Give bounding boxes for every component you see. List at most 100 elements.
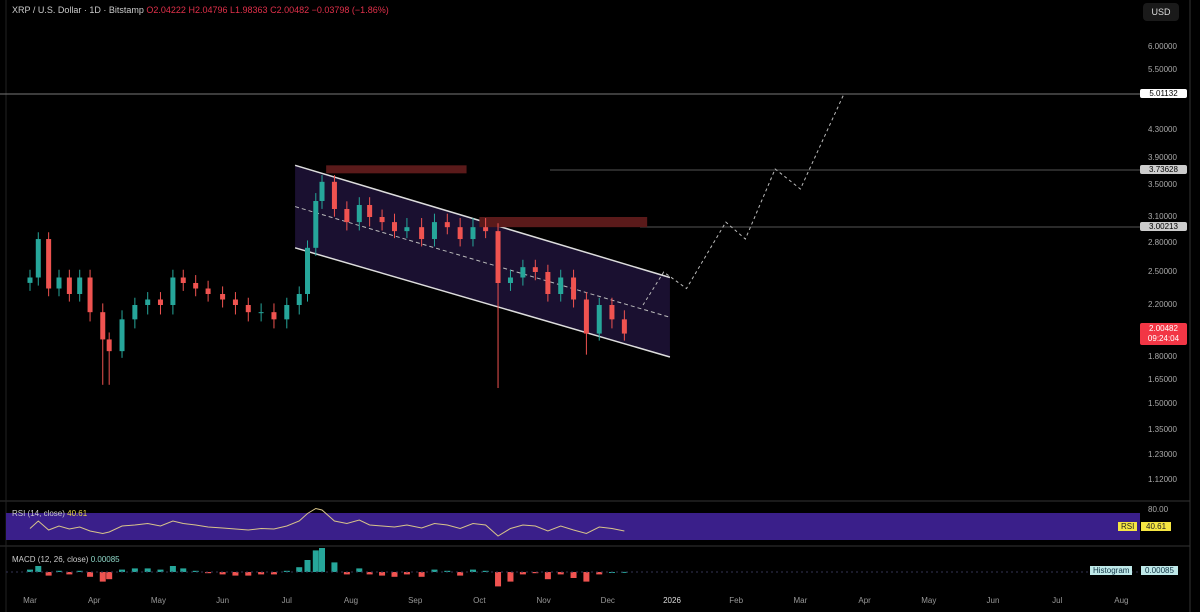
macd-histogram-bar xyxy=(87,572,94,577)
macd-histogram-bar xyxy=(76,570,83,572)
candle xyxy=(305,247,311,294)
price-axis-label: 1.12000 xyxy=(1148,475,1177,484)
price-tag-target: 5.01132 xyxy=(1140,89,1187,98)
ohlc-close: C2.00482 xyxy=(270,5,310,15)
channel-mid-line xyxy=(294,206,671,318)
price-axis-label: 3.90000 xyxy=(1148,153,1177,162)
histogram-tag-name: Histogram xyxy=(1090,566,1133,575)
macd-histogram-bar xyxy=(343,572,350,575)
macd-histogram-bar xyxy=(106,572,113,580)
time-axis-label: Aug xyxy=(1114,596,1129,605)
resistance-zone xyxy=(479,217,648,228)
price-tag-level3: 3.00213 xyxy=(1140,222,1187,231)
price-axis-label: 2.50000 xyxy=(1148,267,1177,276)
candle xyxy=(391,222,397,232)
ohlc-high: H2.04796 xyxy=(188,5,228,15)
macd-histogram-bar xyxy=(258,572,265,575)
macd-histogram-bar xyxy=(495,572,502,587)
candle xyxy=(520,267,526,278)
candle xyxy=(596,305,602,334)
histogram-tag-value: 0.00085 xyxy=(1141,566,1178,575)
rsi-band xyxy=(6,513,1140,540)
macd-histogram-bar xyxy=(507,572,514,582)
candle xyxy=(271,312,277,320)
candle xyxy=(507,277,513,283)
candle xyxy=(331,181,337,209)
rsi-label: RSI (14, close) xyxy=(12,509,65,518)
projection-path xyxy=(642,93,845,306)
time-axis-label: Dec xyxy=(600,596,615,605)
candle xyxy=(419,227,425,240)
time-axis-label: Mar xyxy=(793,596,808,605)
time-axis-label: Apr xyxy=(87,596,101,605)
chart-legend: XRP / U.S. Dollar · 1D · Bitstamp O2.042… xyxy=(12,5,389,15)
candle xyxy=(77,277,83,294)
ohlc-open: O2.04222 xyxy=(146,5,186,15)
price-axis-label: 2.20000 xyxy=(1148,300,1177,309)
candle xyxy=(66,277,72,294)
candle xyxy=(296,294,302,305)
candle xyxy=(27,277,33,283)
rsi-upper-label: 80.00 xyxy=(1148,505,1169,514)
candle xyxy=(205,288,211,294)
candle xyxy=(284,305,290,320)
candle xyxy=(470,227,476,240)
macd-histogram-bar xyxy=(379,572,386,576)
price-axis-label: 1.35000 xyxy=(1148,425,1177,434)
candle xyxy=(180,277,186,283)
macd-histogram-bar xyxy=(431,569,438,572)
channel-fill xyxy=(295,165,670,357)
macd-histogram-bar xyxy=(544,572,551,580)
bar-countdown: 09:24:04 xyxy=(1147,334,1180,343)
time-axis-label: Nov xyxy=(536,596,551,605)
time-axis-label: Apr xyxy=(858,596,871,605)
candle xyxy=(245,305,251,313)
rsi-tag-name: RSI xyxy=(1118,522,1138,531)
macd-histogram-bar xyxy=(205,572,212,574)
macd-histogram-bar xyxy=(457,572,464,576)
candle xyxy=(220,294,226,300)
candle xyxy=(344,209,350,223)
candle xyxy=(157,299,163,305)
price-axis-label: 1.80000 xyxy=(1148,352,1177,361)
macd-histogram-bar xyxy=(469,569,476,572)
time-axis-label: Aug xyxy=(343,596,359,605)
macd-histogram-bar xyxy=(270,572,277,575)
rsi-line xyxy=(29,507,625,537)
macd-histogram-bar xyxy=(131,568,138,572)
macd-histogram-bar xyxy=(331,562,338,572)
macd-histogram-bar xyxy=(283,570,290,572)
candle xyxy=(170,277,176,305)
candle xyxy=(558,277,564,294)
macd-histogram-bar xyxy=(144,568,151,572)
time-axis-label: 2026 xyxy=(663,596,681,605)
rsi-value: 40.61 xyxy=(67,509,88,518)
candle xyxy=(35,239,41,278)
macd-histogram-bar xyxy=(45,572,52,576)
price-axis-label: 3.50000 xyxy=(1148,180,1177,189)
candle xyxy=(609,305,615,320)
channel-lower-line xyxy=(294,247,671,358)
time-axis-label: May xyxy=(921,596,937,605)
candle xyxy=(193,283,199,289)
macd-histogram-bar xyxy=(27,569,33,572)
time-axis-label: Jun xyxy=(216,596,230,605)
candle xyxy=(367,205,373,217)
time-axis-label: Jun xyxy=(986,596,1000,605)
macd-histogram-bar xyxy=(403,572,410,575)
candle xyxy=(258,312,264,314)
macd-histogram-bar xyxy=(296,567,303,572)
macd-histogram-bar xyxy=(180,568,187,572)
currency-button[interactable]: USD xyxy=(1143,3,1179,21)
price-axis-label: 2.80000 xyxy=(1148,238,1177,247)
time-axis-label: Sep xyxy=(408,596,423,605)
macd-histogram-bar xyxy=(55,570,62,572)
rsi-tag-value: 40.61 xyxy=(1141,522,1172,531)
macd-histogram-bar xyxy=(312,550,319,572)
macd-histogram-bar xyxy=(232,572,239,576)
candle xyxy=(145,299,151,305)
macd-histogram-bar xyxy=(99,572,106,582)
candle xyxy=(232,299,238,305)
price-axis-label: 1.23000 xyxy=(1148,450,1177,459)
